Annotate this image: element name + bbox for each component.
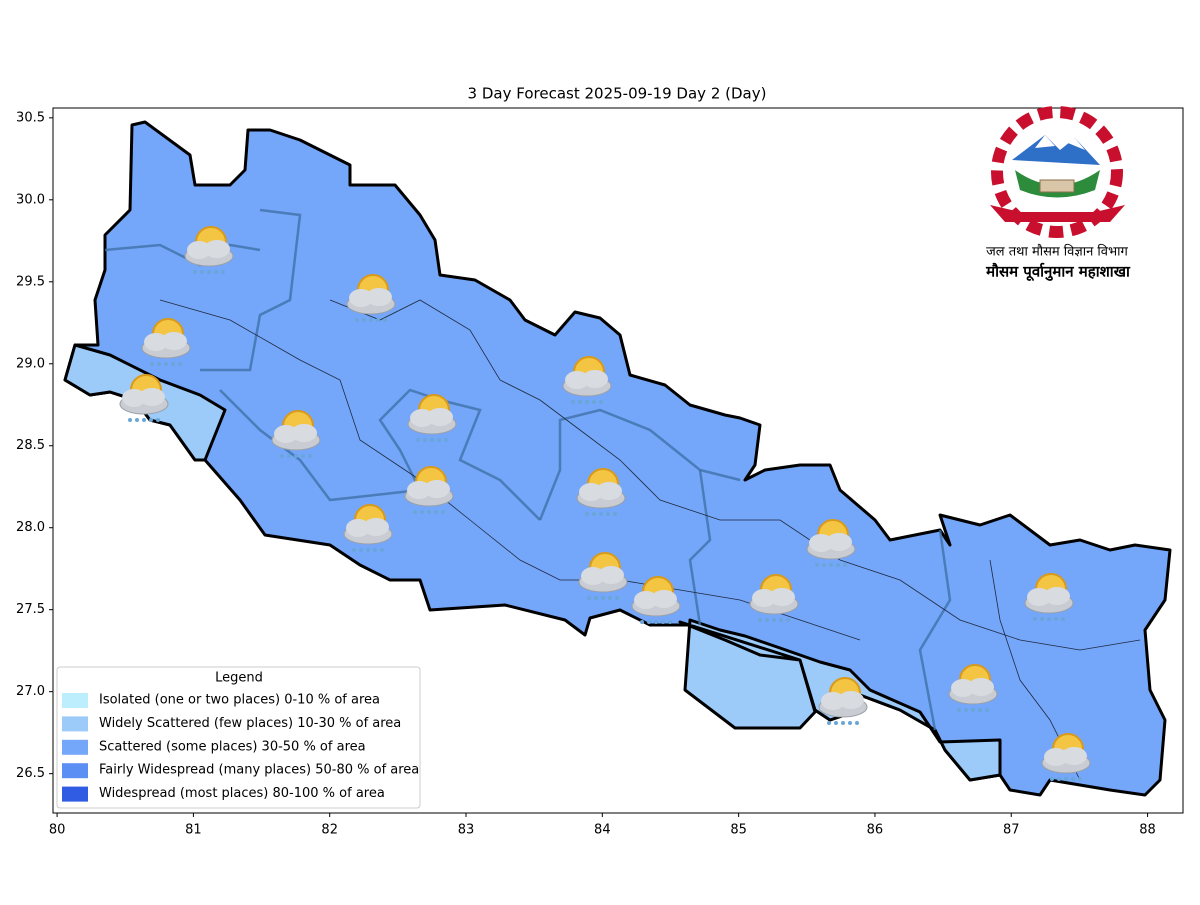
legend-title: Legend bbox=[215, 671, 263, 686]
y-tick-label: 26.5 bbox=[16, 766, 45, 781]
y-tick-label: 29.5 bbox=[16, 274, 45, 289]
legend-label: Scattered (some places) 30-50 % of area bbox=[99, 739, 366, 754]
emblem bbox=[990, 106, 1125, 238]
title: 3 Day Forecast 2025-09-19 Day 2 (Day) bbox=[468, 85, 767, 103]
legend-label: Isolated (one or two places) 0-10 % of a… bbox=[99, 693, 380, 708]
legend: Legend Isolated (one or two places) 0-10… bbox=[56, 666, 421, 809]
y-tick-label: 27.5 bbox=[16, 602, 45, 617]
logo-line: मौसम पूर्वानुमान महाशाखा bbox=[985, 263, 1131, 282]
province-border bbox=[918, 529, 952, 731]
district-border bbox=[159, 299, 861, 641]
y-tick-label: 28.5 bbox=[16, 438, 45, 453]
x-tick-label: 80 bbox=[49, 823, 66, 838]
legend-swatch bbox=[62, 786, 88, 802]
province-border bbox=[200, 208, 302, 372]
legend-label: Fairly Widespread (many places) 50-80 % … bbox=[99, 763, 419, 778]
y-tick-label: 29.0 bbox=[16, 356, 45, 371]
axes-frame bbox=[52, 107, 1184, 814]
legend-swatch bbox=[62, 716, 88, 732]
x-tick-label: 85 bbox=[730, 823, 747, 838]
x-tick-label: 83 bbox=[458, 823, 475, 838]
province-border bbox=[219, 388, 541, 521]
legend-box bbox=[56, 666, 421, 809]
y-tick-label: 27.0 bbox=[16, 684, 45, 699]
y-tick-label: 30.0 bbox=[16, 192, 45, 207]
y-tick-label: 28.0 bbox=[16, 520, 45, 535]
x-tick-label: 88 bbox=[1139, 823, 1156, 838]
x-tick-label: 81 bbox=[185, 823, 202, 838]
legend-label: Widely Scattered (few places) 10-30 % of… bbox=[99, 716, 401, 731]
legend-label: Widespread (most places) 80-100 % of are… bbox=[99, 786, 385, 801]
x-tick-label: 82 bbox=[321, 823, 338, 838]
legend-swatch bbox=[62, 763, 88, 779]
legend-swatch bbox=[62, 693, 88, 708]
logo-line: जल तथा मौसम विज्ञान विभाग bbox=[986, 244, 1128, 260]
district-border bbox=[329, 299, 1141, 651]
y-tick-label: 30.5 bbox=[16, 110, 45, 125]
legend-swatch bbox=[62, 739, 88, 755]
x-tick-label: 86 bbox=[867, 823, 884, 838]
x-tick-label: 87 bbox=[1003, 823, 1020, 838]
x-tick-label: 84 bbox=[594, 823, 611, 838]
